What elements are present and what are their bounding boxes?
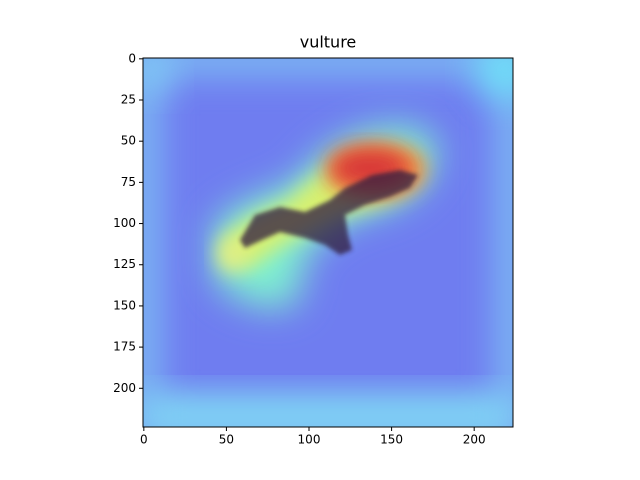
y-tick-label: 100: [113, 216, 136, 230]
y-tick-label: 150: [113, 298, 136, 312]
x-tick-label: 0: [140, 433, 148, 447]
x-tick-label: 200: [463, 433, 486, 447]
heatmap-image: [143, 58, 513, 427]
x-tick-label: 50: [219, 433, 234, 447]
y-tick-label: 50: [121, 134, 136, 148]
x-tick-label: 150: [380, 433, 403, 447]
y-tick-label: 75: [121, 175, 136, 189]
y-tick-label: 25: [121, 93, 136, 107]
y-tick-label: 175: [113, 340, 136, 354]
y-tick-label: 200: [113, 381, 136, 395]
y-tick-label: 125: [113, 257, 136, 271]
chart-title: vulture: [300, 33, 357, 52]
axes-frame: [142, 57, 514, 428]
x-tick-label: 100: [298, 433, 321, 447]
y-tick-label: 0: [128, 51, 136, 65]
